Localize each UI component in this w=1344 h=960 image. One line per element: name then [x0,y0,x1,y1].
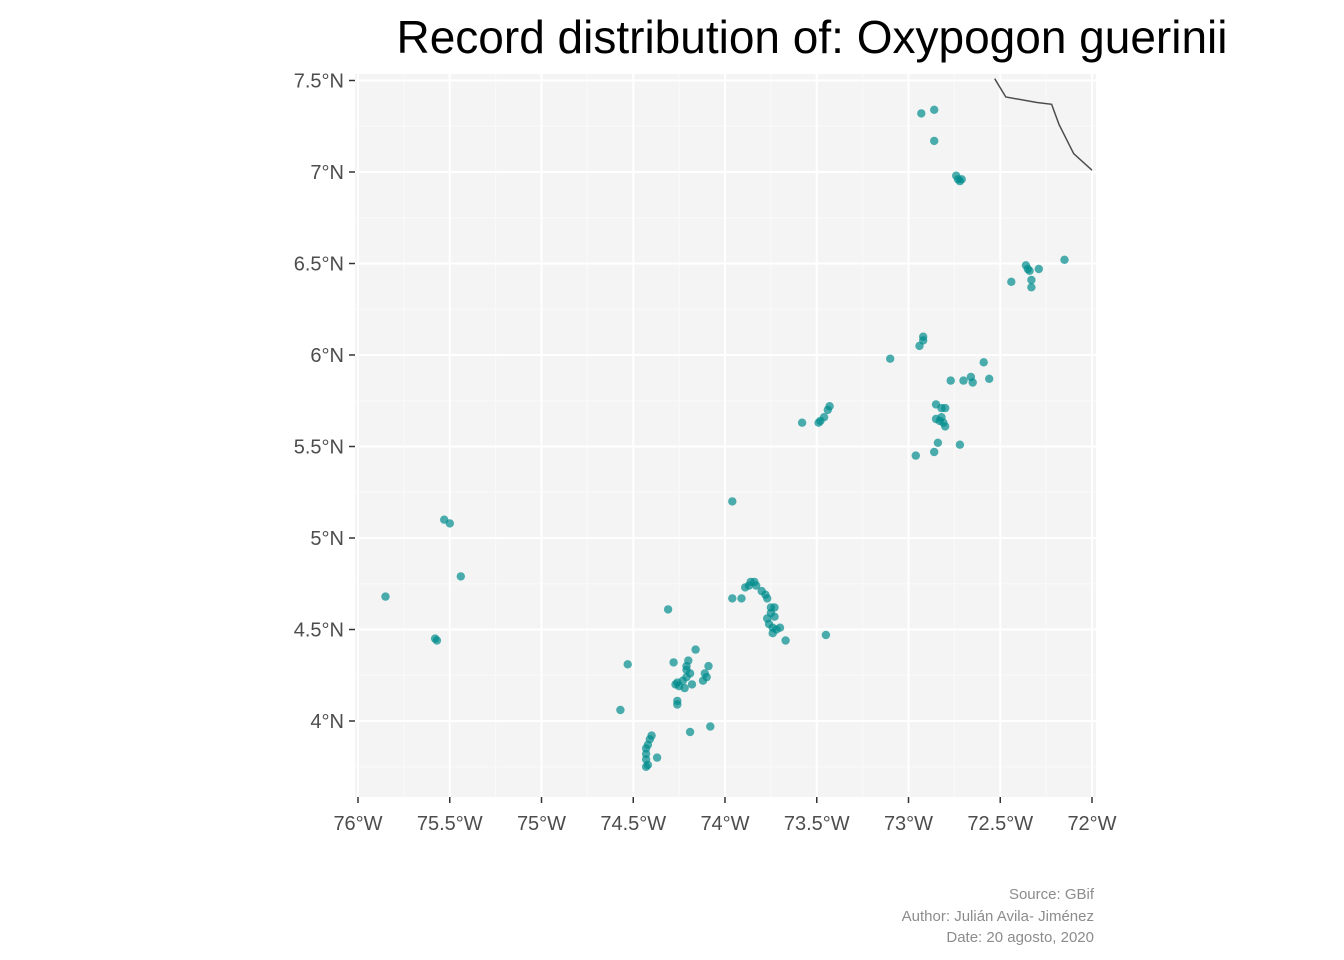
record-point [917,109,926,118]
record-point [663,605,673,614]
x-axis: 76°W 75.5°W 75°W 74.5°W 74°W 73.5°W 73°W 72.5°W… [333,797,1117,835]
record-point [930,105,939,115]
record-point [823,405,832,415]
record-point [797,418,807,427]
x-tick-label: 74.5°W [600,813,666,835]
y-tick-label: 6°N [310,345,344,367]
record-point [979,358,988,367]
record-point [616,705,625,715]
chart-title: Record distribution of: Oxypogon guerini… [396,11,1227,63]
record-point [821,630,831,640]
record-point [728,594,737,603]
record-point [698,676,708,685]
record-point [1034,264,1044,274]
x-tick-label: 73°W [884,813,933,835]
record-point [933,438,943,447]
record-point [1025,266,1034,275]
record-point [685,727,695,737]
record-point [456,572,465,581]
y-tick-label: 7.5°N [294,71,344,93]
record-point [930,447,939,457]
country-border [994,78,1093,171]
caption-date: Date: 20 agosto, 2020 [946,929,1094,946]
y-tick-label: 4°N [310,711,344,733]
record-point [915,341,924,351]
record-point [955,440,965,449]
record-point [957,175,966,184]
record-point [768,629,777,638]
record-point [687,680,697,689]
x-tick-label: 72.5°W [967,813,1033,835]
record-point [445,519,454,528]
x-tick-label: 76°W [333,813,382,835]
record-point [673,700,682,709]
record-point [1027,275,1036,285]
record-point [691,645,700,654]
y-tick-label: 4.5°N [294,620,344,642]
y-tick-label: 7°N [310,162,344,184]
record-points [381,105,1069,771]
record-point [763,594,772,603]
record-point [1027,283,1036,292]
record-point [941,422,950,431]
record-point [728,497,737,506]
x-tick-label: 72°W [1067,813,1116,835]
record-point [641,762,651,771]
record-point [814,418,823,427]
record-point [432,636,442,645]
record-point [941,403,950,413]
record-point [937,413,946,422]
record-point [775,623,785,632]
record-point [381,592,390,601]
border-line [994,78,1093,171]
record-point [959,376,968,385]
caption-author: Author: Julián Avila- Jiménez [902,908,1094,925]
record-point [704,661,713,671]
record-point [669,658,678,667]
y-tick-label: 5°N [310,528,344,550]
record-point [1007,277,1016,286]
x-tick-label: 74°W [700,813,749,835]
record-point [737,594,746,603]
record-point [946,376,955,385]
y-tick-label: 5.5°N [294,437,344,459]
record-point [652,753,662,762]
record-point [623,660,632,669]
y-axis: 4°N 4.5°N 5°N 5.5°N 6°N 6.5°N 7°N 7.5°N [294,71,355,733]
record-point [752,581,761,590]
record-point [985,374,994,383]
record-point [968,378,977,387]
record-point [1060,255,1069,264]
x-tick-label: 73.5°W [784,813,850,835]
record-point [781,636,790,645]
x-tick-label: 75°W [517,813,566,835]
major-gridlines [355,74,1096,797]
y-tick-label: 6.5°N [294,254,344,276]
x-tick-label: 75.5°W [417,813,483,835]
record-point [680,683,689,693]
record-point [930,136,939,146]
record-point [706,722,715,731]
record-point [886,354,895,363]
caption-source: Source: GBif [1009,886,1095,903]
record-point [911,451,920,460]
chart-caption: Source: GBif Author: Julián Avila- Jimén… [902,886,1095,946]
record-point [770,612,779,621]
